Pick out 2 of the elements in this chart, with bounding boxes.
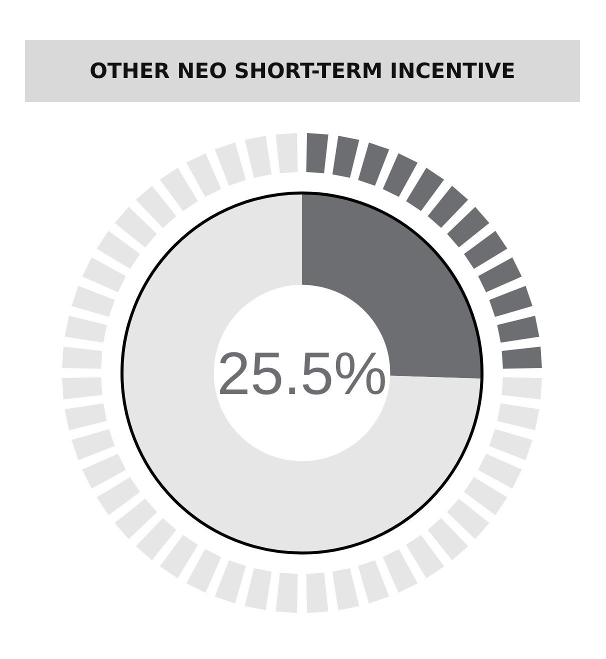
text: 25.5% — [217, 340, 388, 407]
chart-title: OTHER NEO SHORT-TERM INCENTIVE — [90, 59, 516, 83]
